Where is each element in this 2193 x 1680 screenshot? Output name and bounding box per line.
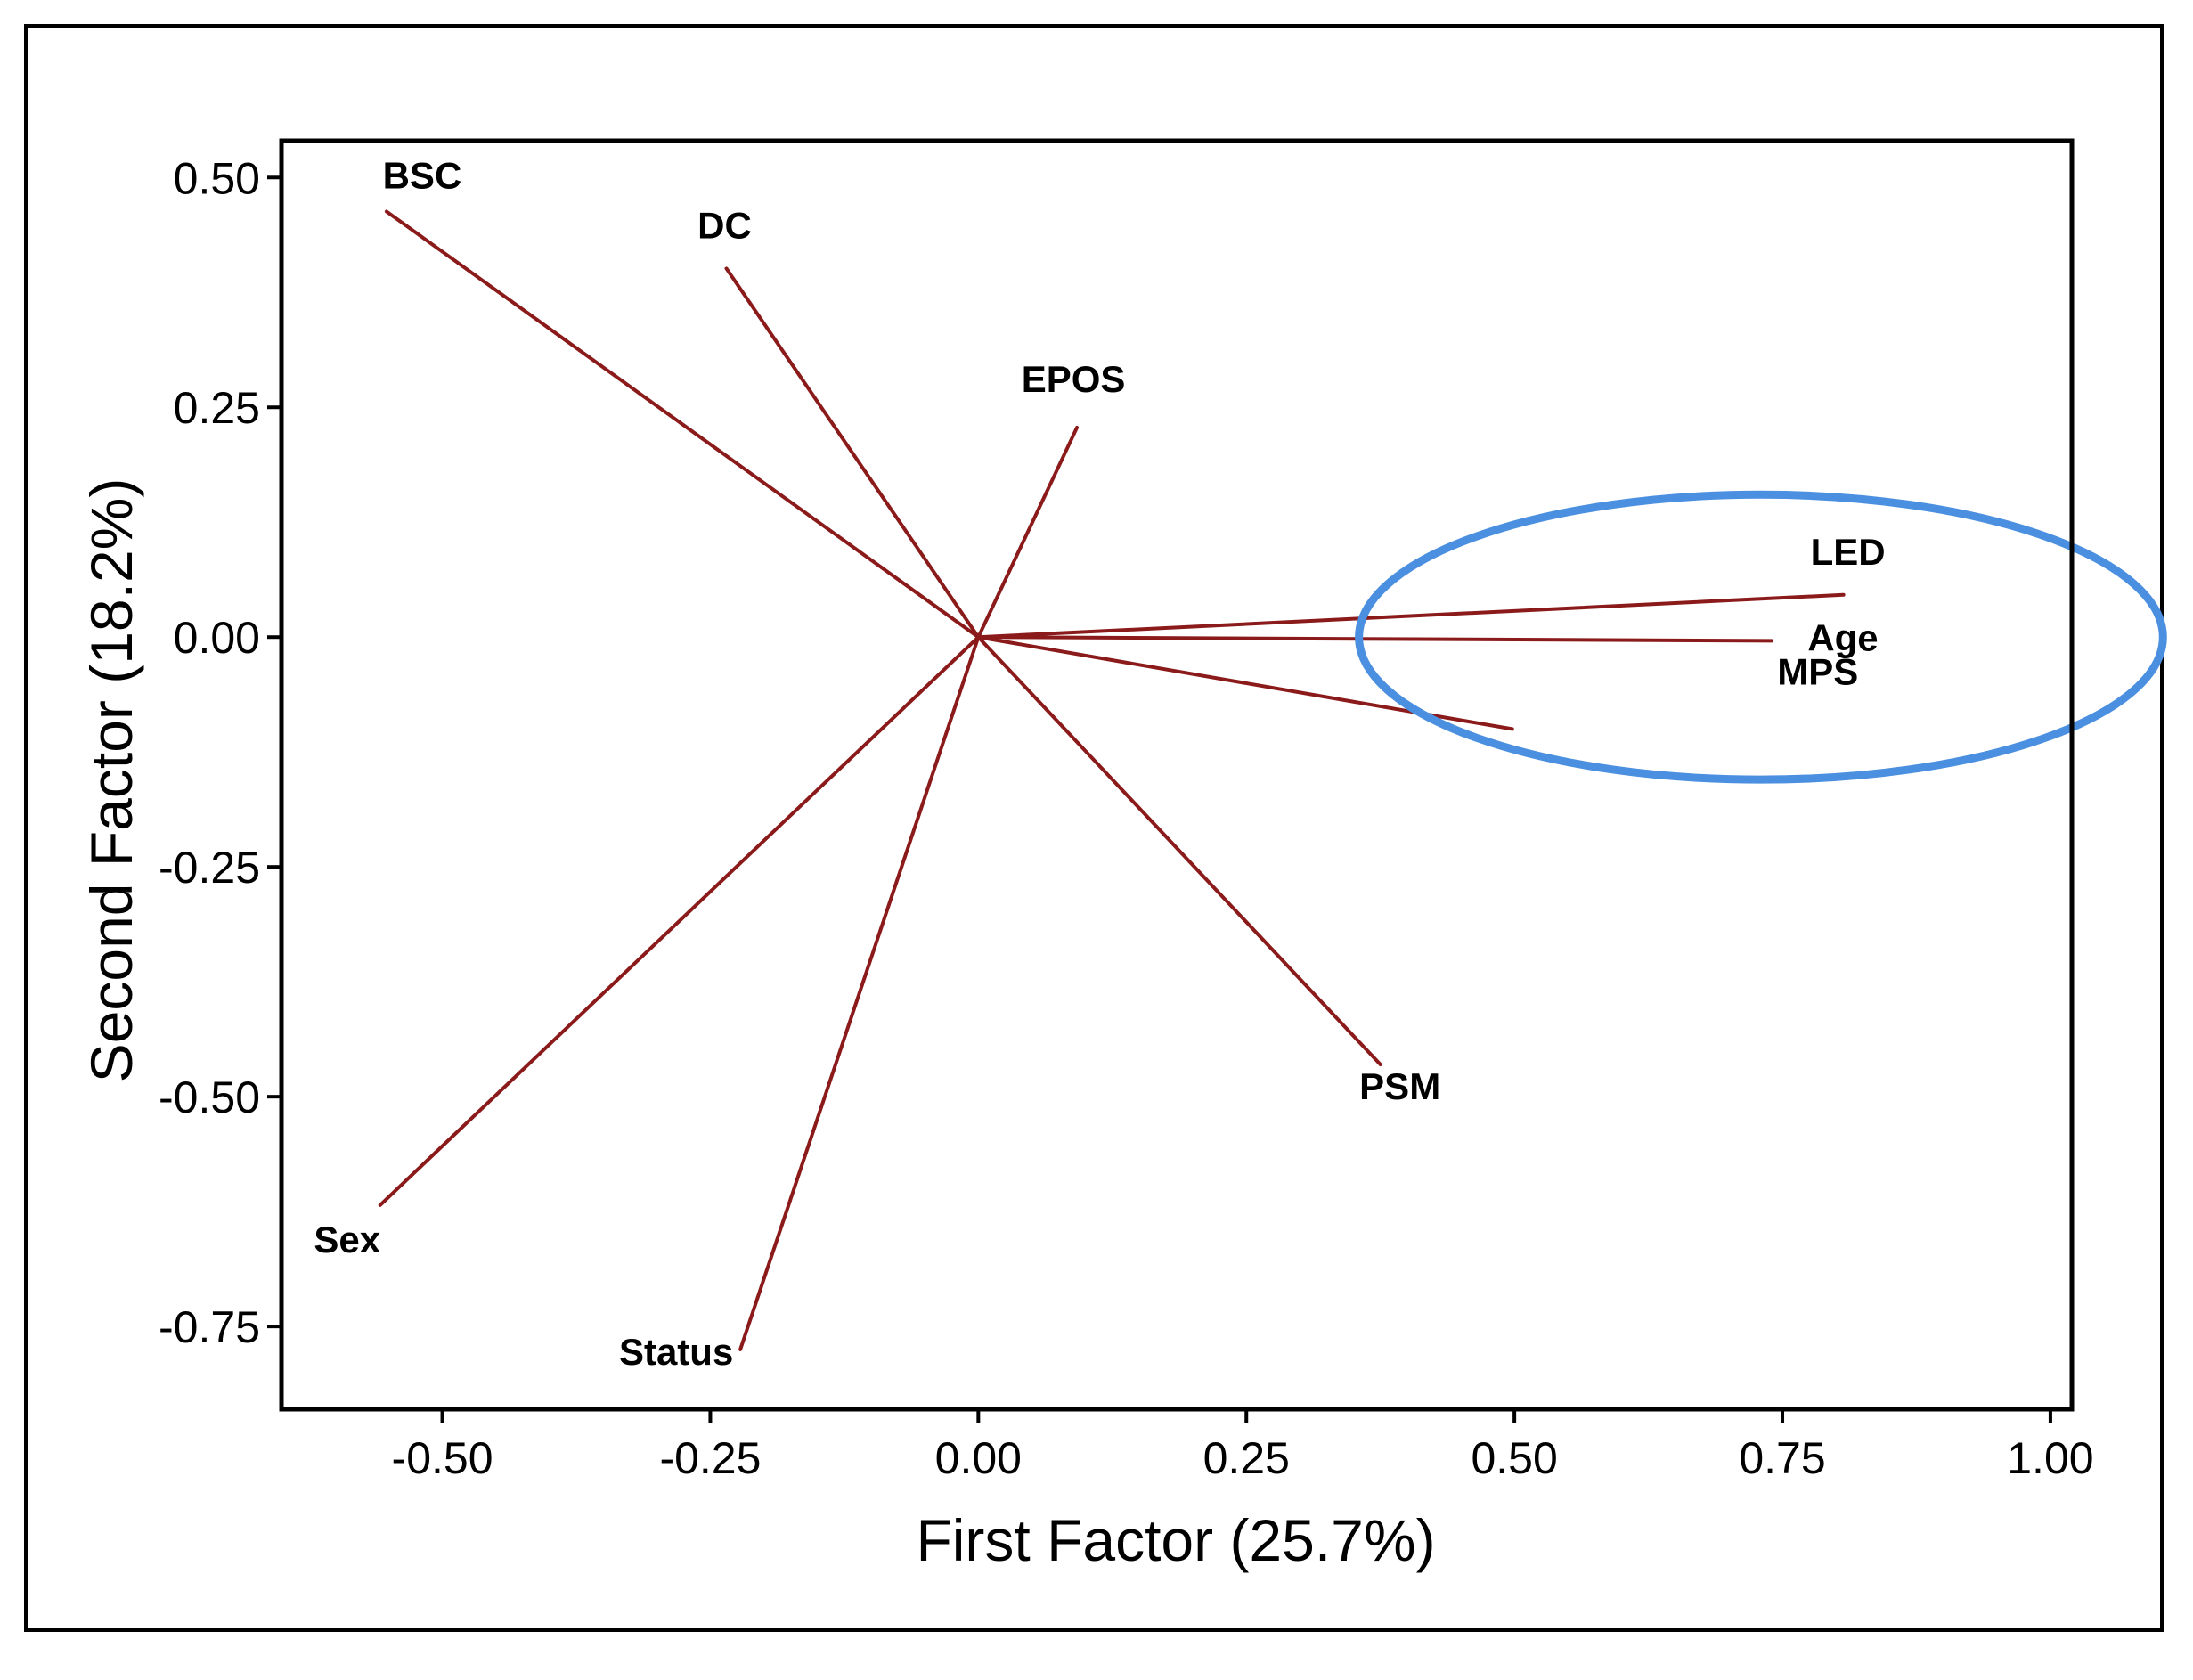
loading-vector-led [976, 592, 1846, 640]
highlight-ellipse-layer [1355, 490, 2167, 784]
vector-label-led: LED [1811, 531, 1886, 573]
loading-vector-age [976, 635, 1773, 643]
y-tick-label: 0.25 [174, 383, 260, 433]
highlight-ellipse [1355, 490, 2167, 784]
y-tick-label: -0.75 [159, 1302, 260, 1352]
loading-vector-epos [976, 425, 1080, 640]
vector-label-bsc: BSC [383, 154, 462, 196]
vector-label-status: Status [619, 1331, 733, 1373]
x-tick-label: 0.50 [1471, 1433, 1557, 1483]
plot-area-frame [279, 138, 2075, 1412]
loading-vector-status [738, 635, 981, 1351]
x-tick-label: 0.00 [935, 1433, 1022, 1483]
axes: -0.50 -0.25 0.00 0.25 0.50 0.75 1.00 0.50 0.25 0.… [159, 138, 2094, 1483]
vector-label-dc: DC [697, 204, 752, 246]
loading-vector-sex [378, 635, 981, 1207]
x-tick-label: 1.00 [2007, 1433, 2093, 1483]
x-tick-label: -0.50 [392, 1433, 493, 1483]
vector-label-age: Age [1807, 616, 1878, 658]
y-tick-label: 0.50 [174, 153, 260, 203]
vector-label-epos: EPOS [1022, 358, 1126, 400]
x-tick-label: -0.25 [659, 1433, 761, 1483]
vector-label-sex: Sex [314, 1219, 380, 1260]
vector-label-mps: MPS [1777, 650, 1858, 692]
x-tick-label: 0.25 [1203, 1433, 1290, 1483]
y-tick-label: -0.25 [159, 843, 260, 893]
loading-vector-psm [976, 635, 1382, 1067]
y-axis-title: Second Factor (18.2%) [78, 478, 144, 1083]
x-axis-title: First Factor (25.7%) [916, 1507, 1435, 1573]
figure-frame [24, 24, 2164, 1632]
loading-vectors [378, 209, 1846, 1351]
x-tick-label: 0.75 [1739, 1433, 1825, 1483]
loading-vector-dc [724, 266, 981, 640]
vector-label-psm: PSM [1359, 1065, 1440, 1107]
y-tick-label: 0.00 [174, 613, 260, 663]
loading-vector-bsc [384, 209, 981, 640]
y-tick-label: -0.50 [159, 1072, 260, 1122]
